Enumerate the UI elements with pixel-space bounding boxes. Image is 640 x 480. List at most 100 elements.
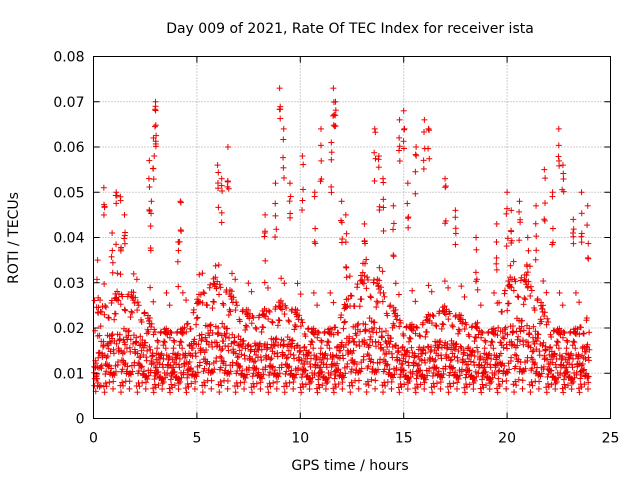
data-point [586,329,593,336]
data-point [346,337,353,344]
data-point [379,334,386,341]
data-point [529,382,536,389]
data-point [421,128,428,135]
data-point [585,240,592,247]
data-point [136,383,143,390]
data-point [102,304,109,311]
data-point [316,373,323,380]
data-point [302,381,309,388]
data-point [396,389,403,396]
data-point [525,247,532,254]
data-point [253,326,260,333]
data-point [217,353,224,360]
data-point [158,350,165,357]
data-point [372,385,379,392]
data-point [573,330,580,337]
data-point [113,296,120,303]
data-point [328,149,335,156]
data-point [104,353,111,360]
data-point [150,176,157,183]
data-point [564,368,571,375]
data-point [258,346,265,353]
data-point [113,241,120,248]
data-point [331,375,338,382]
data-point [286,180,293,187]
data-point [418,357,425,364]
data-point [548,334,555,341]
data-point [391,322,398,329]
data-point [493,254,500,261]
data-point [291,355,298,362]
data-point [106,379,113,386]
data-point [196,271,203,278]
data-point [504,307,511,314]
data-point [395,348,402,355]
data-point [447,383,454,390]
data-point [332,98,339,105]
data-point [432,356,439,363]
data-point [168,373,175,380]
data-point [437,379,444,386]
data-point [276,370,283,377]
data-point [162,345,169,352]
data-point [414,324,421,331]
data-point [534,295,541,302]
data-point [342,318,349,325]
data-point [580,367,587,374]
data-point [396,143,403,150]
data-point [462,374,469,381]
data-point [231,339,238,346]
data-point [420,344,427,351]
data-point [310,345,317,352]
data-point [328,189,335,196]
data-point [494,389,501,396]
data-point [285,364,292,371]
data-point [512,378,519,385]
data-point [214,278,221,285]
data-point [438,325,445,332]
y-tick-label: 0.07 [53,95,84,111]
data-point [166,302,173,309]
data-point [308,378,315,385]
data-point [222,334,229,341]
data-point [452,214,459,221]
data-point [474,348,481,355]
data-point [442,217,449,224]
data-point [194,369,201,376]
data-point [549,193,556,200]
data-point [560,170,567,177]
data-point [533,233,540,240]
data-point [516,237,523,244]
data-point [540,363,547,370]
data-point [479,373,486,380]
data-point [384,312,391,319]
data-point [578,362,585,369]
data-point [269,363,276,370]
data-point [230,294,237,301]
data-point [424,372,431,379]
data-point [461,384,468,391]
data-point [339,385,346,392]
data-point [504,369,511,376]
data-point [404,347,411,354]
data-point [245,306,252,313]
data-point [441,310,448,317]
data-point [150,389,157,396]
data-point [386,366,393,373]
data-point [420,319,427,326]
data-point [538,370,545,377]
data-point [295,364,302,371]
data-point [459,316,466,323]
data-point [457,343,464,350]
data-point [180,369,187,376]
data-point [343,274,350,281]
data-point [334,360,341,367]
data-point [463,321,470,328]
data-point [326,345,333,352]
data-point [206,361,213,368]
data-point [584,254,591,261]
data-point [134,389,141,396]
data-point [355,377,362,384]
data-point [327,289,334,296]
